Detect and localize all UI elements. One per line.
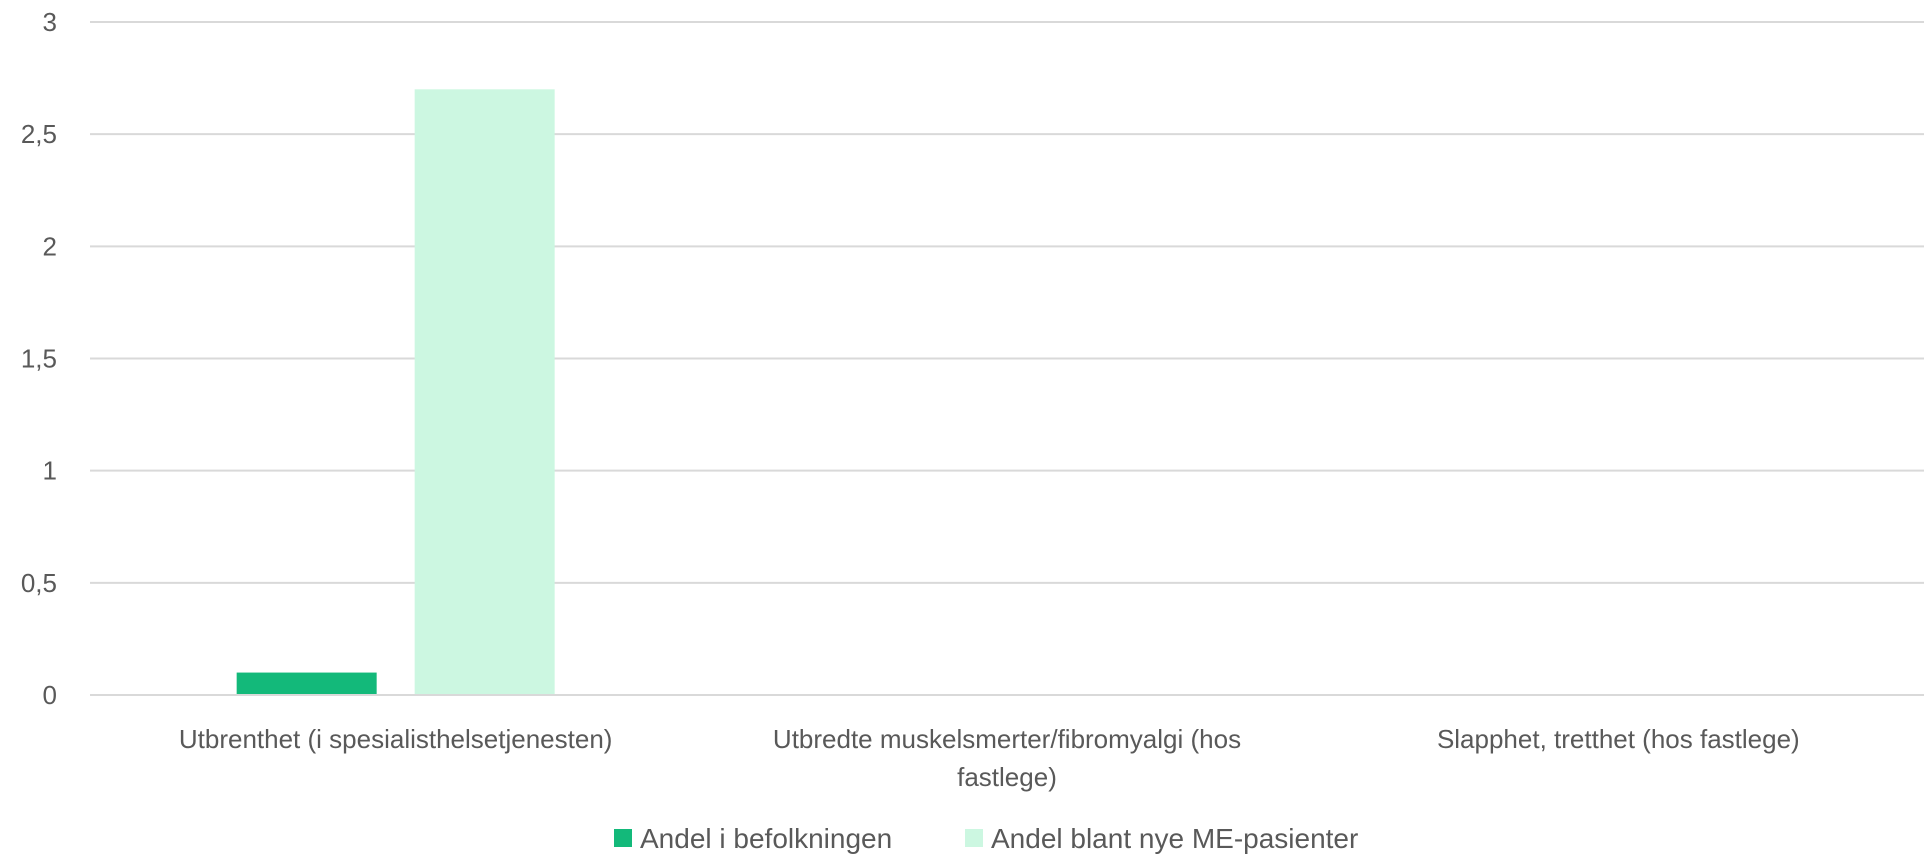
y-tick-label: 0,5 [21,568,57,598]
category-label: Slapphet, tretthet (hos fastlege) [1437,724,1800,754]
legend: Andel i befolkningen Andel blant nye ME-p… [614,823,1358,854]
category-label: Utbredte muskelsmerter/fibromyalgi (hos [773,724,1241,754]
bar [236,672,377,695]
legend-label: Andel blant nye ME-pasienter [991,823,1358,854]
y-tick-label: 2 [43,231,57,261]
legend-label: Andel i befolkningen [640,823,892,854]
category-label: fastlege) [957,762,1057,792]
y-tick-label: 3 [43,7,57,37]
bars [236,89,555,696]
y-tick-label: 2,5 [21,119,57,149]
category-labels: Utbrenthet (i spesialisthelsetjenesten) U… [179,724,1800,792]
gridlines [90,21,1924,584]
y-tick-label: 1 [43,456,57,486]
y-tick-labels: 0 0,5 1 1,5 2 2,5 3 [21,7,57,710]
y-tick-label: 0 [43,680,57,710]
legend-swatch [965,829,983,847]
category-label: Utbrenthet (i spesialisthelsetjenesten) [179,724,613,754]
bar [414,89,555,696]
legend-swatch [614,829,632,847]
y-tick-label: 1,5 [21,344,57,374]
